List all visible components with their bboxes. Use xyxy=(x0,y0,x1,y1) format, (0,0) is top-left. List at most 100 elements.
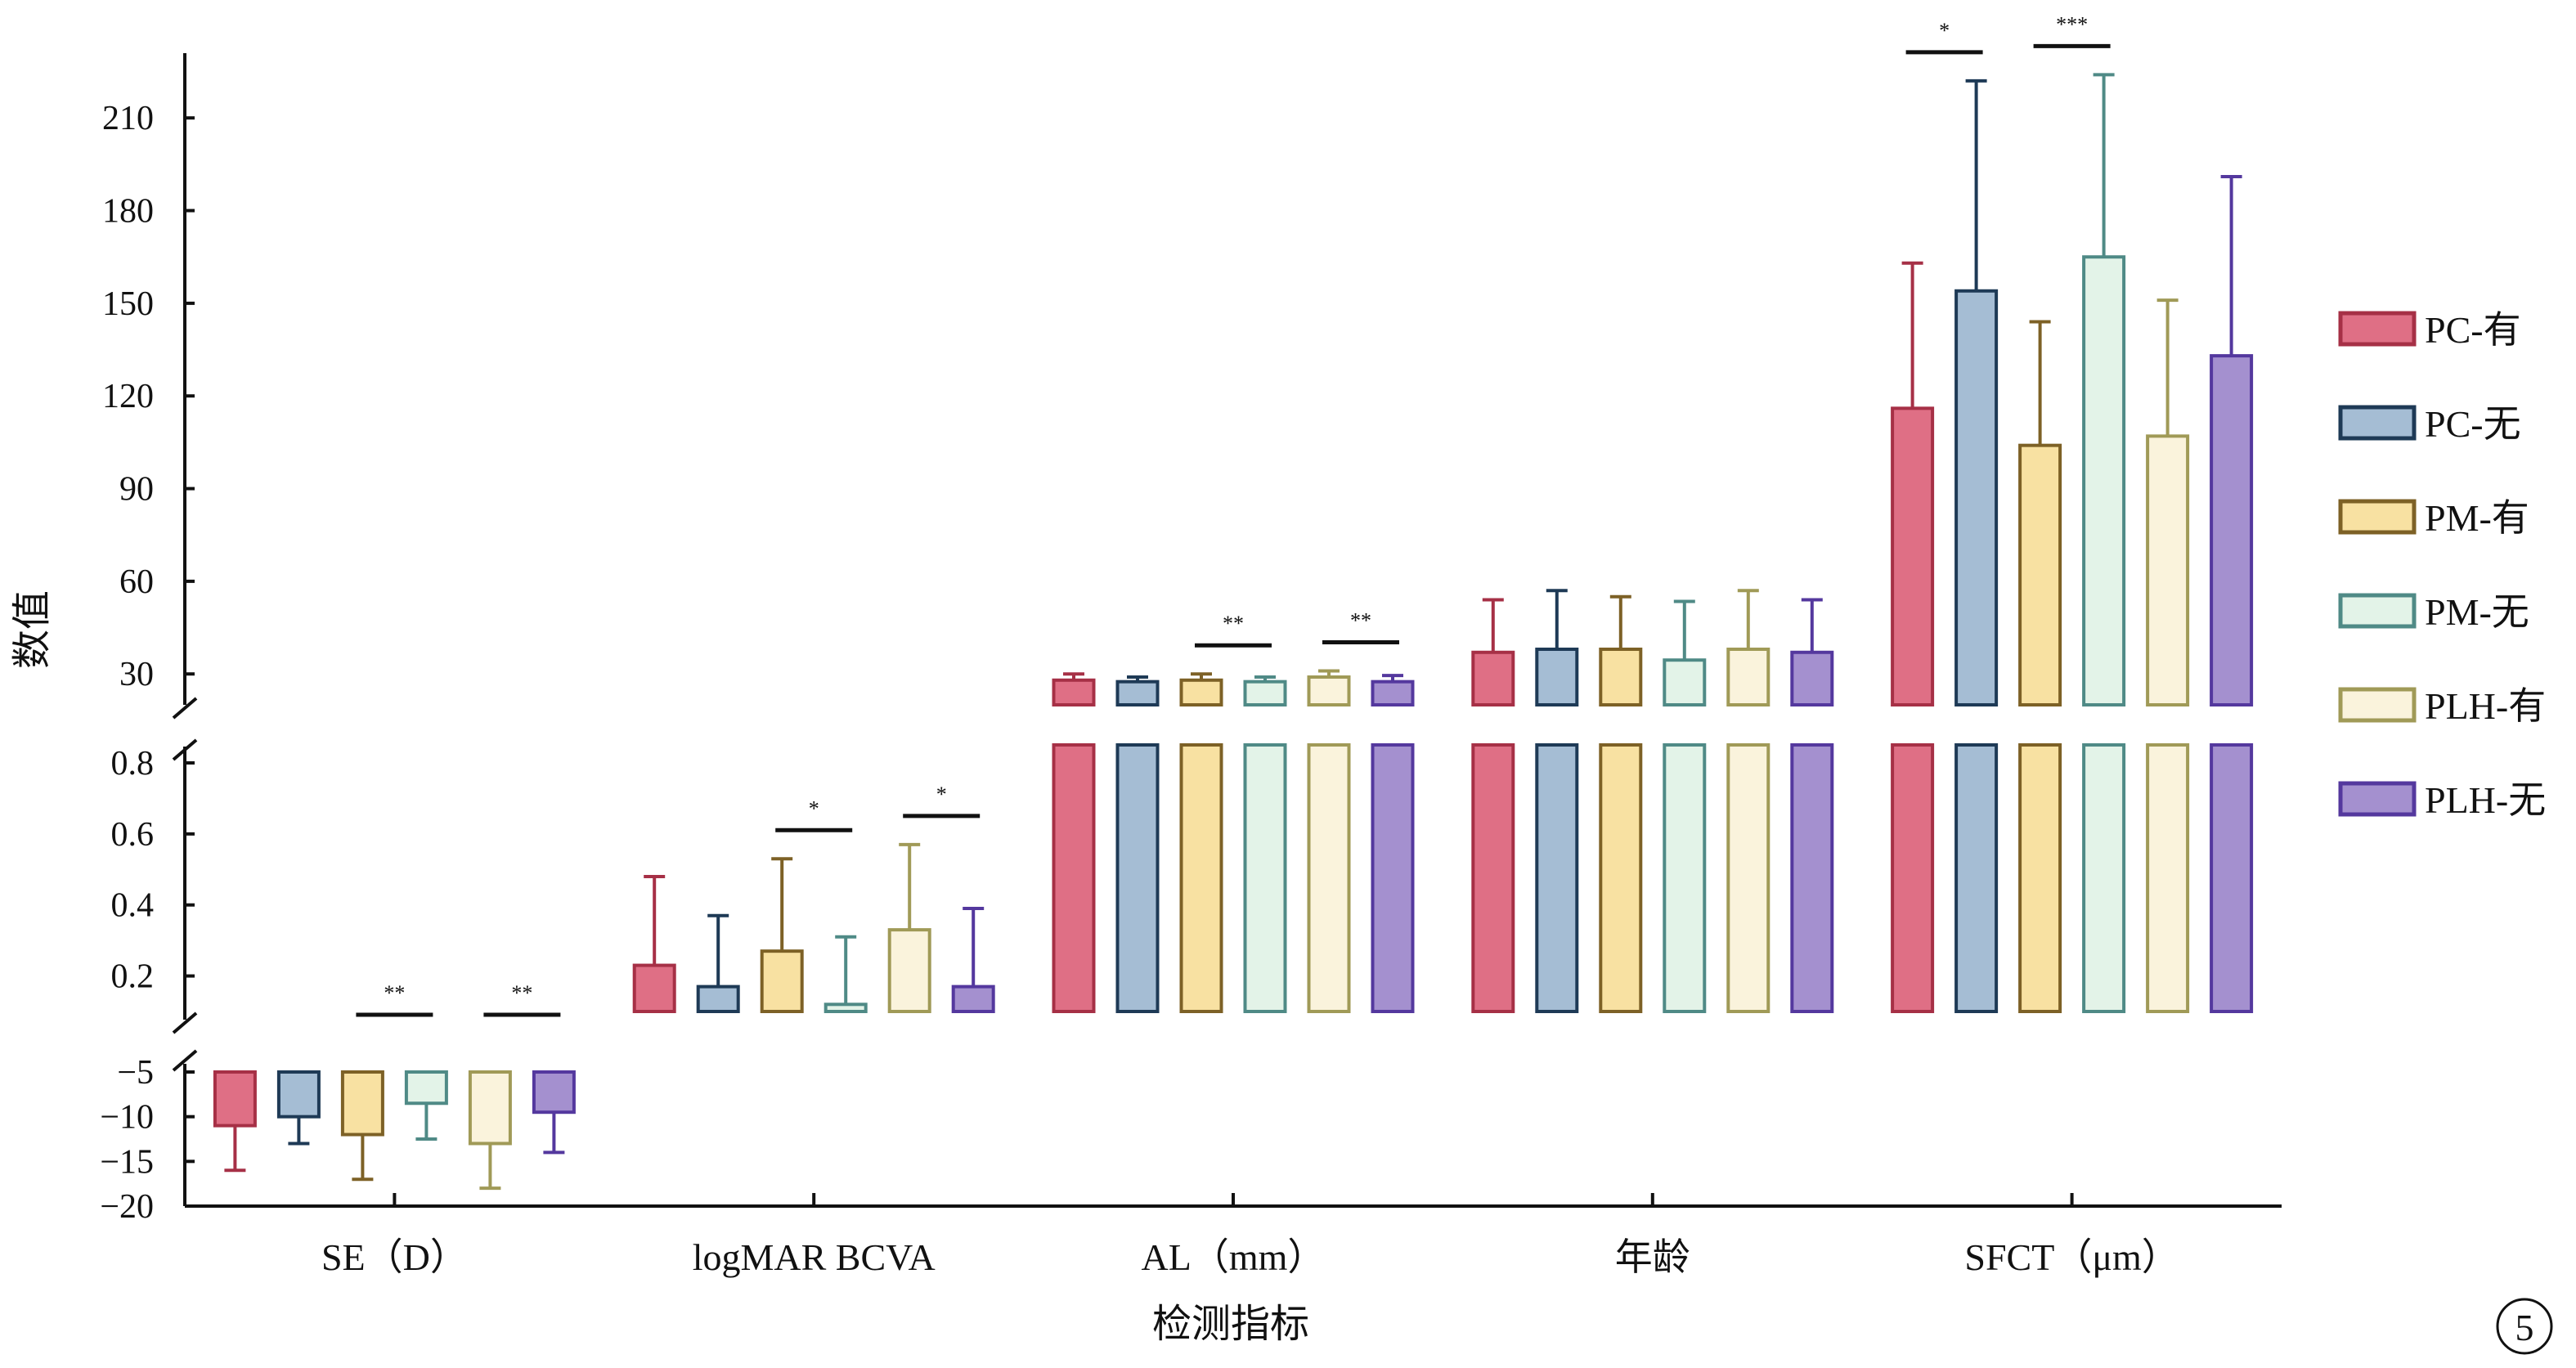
bar xyxy=(213,1070,257,1128)
legend-label: PM-无 xyxy=(2425,591,2529,633)
bar-continuation xyxy=(1954,743,1999,1013)
legend-swatch xyxy=(2338,687,2417,723)
y-tick-label: −20 xyxy=(100,1188,154,1226)
bar xyxy=(1790,650,1834,706)
legend-swatch xyxy=(2338,499,2417,535)
legend-swatch xyxy=(2338,311,2417,347)
bar-continuation xyxy=(1371,743,1415,1013)
legend-swatch xyxy=(2338,593,2417,629)
bar-continuation xyxy=(2082,743,2126,1013)
bar-continuation xyxy=(2146,743,2190,1013)
bar xyxy=(824,1002,868,1014)
axis-break-mark xyxy=(172,1011,198,1034)
bar-continuation xyxy=(1115,743,1160,1013)
bar xyxy=(404,1070,448,1106)
y-axis-title: 数值 xyxy=(11,590,54,669)
bar xyxy=(2146,434,2190,706)
x-tick-label: SE（D） xyxy=(321,1236,468,1278)
y-tick-label: 0.2 xyxy=(111,958,155,996)
error-bars xyxy=(224,73,2242,1191)
y-tick-label: 30 xyxy=(119,656,154,693)
bar-continuation xyxy=(1891,743,1935,1013)
x-tick-label: AL（mm） xyxy=(1142,1236,1326,1278)
significance-label: ** xyxy=(1350,608,1371,632)
legend-label: PLH-无 xyxy=(2425,779,2546,821)
legend-label: PC-无 xyxy=(2425,403,2521,445)
legend-label: PM-有 xyxy=(2425,497,2529,539)
bar xyxy=(1599,648,1643,706)
y-tick-label: 150 xyxy=(102,285,154,323)
legend-swatch xyxy=(2338,781,2417,817)
bar-continuation xyxy=(1243,743,1287,1013)
bar xyxy=(1307,675,1351,706)
bar xyxy=(2018,443,2062,707)
y-tick-label: 180 xyxy=(102,193,154,231)
legend-swatch xyxy=(2338,405,2417,441)
x-tick-label: logMAR BCVA xyxy=(693,1236,936,1278)
bar xyxy=(1954,289,1999,706)
y-tick-label: −5 xyxy=(117,1054,154,1092)
y-tick-label: 0.8 xyxy=(111,745,155,783)
bar-continuation xyxy=(1790,743,1834,1013)
panel-label: 5 xyxy=(2515,1307,2534,1348)
bar xyxy=(696,985,740,1013)
bar-continuation xyxy=(1179,743,1223,1013)
bar xyxy=(1471,650,1515,706)
axes: −5 −10 −15 −20 0.2 0.4 0.6 0.8 30 60 90 120 150 180 21… xyxy=(100,53,2282,1278)
significance-label: ** xyxy=(1223,612,1244,635)
axis-break-mark xyxy=(172,738,198,761)
panel-label-circle xyxy=(2496,1298,2553,1355)
bar xyxy=(1891,406,1935,706)
bar xyxy=(951,985,995,1013)
bar xyxy=(1535,648,1579,706)
significance-label: *** xyxy=(2056,12,2088,36)
x-tick-label: 年龄 xyxy=(1615,1236,1690,1278)
bar xyxy=(1115,680,1160,707)
axis-break-mark xyxy=(172,697,198,720)
bar xyxy=(1726,648,1770,706)
significance-label: ** xyxy=(511,981,532,1005)
bar-continuation xyxy=(2018,743,2062,1013)
bar xyxy=(632,963,676,1013)
x-tick-label: SFCT（μm） xyxy=(1964,1236,2179,1278)
bars xyxy=(213,255,2254,1146)
legend-label: PLH-有 xyxy=(2425,685,2546,727)
y-tick-label: 210 xyxy=(102,100,154,137)
bar xyxy=(276,1070,321,1119)
bar xyxy=(1052,678,1096,706)
bar-continuation xyxy=(1307,743,1351,1013)
significance-label: * xyxy=(1939,19,1950,43)
significance-label: * xyxy=(809,796,819,820)
y-tick-label: 0.6 xyxy=(111,816,155,854)
significance-markers: ** ****** *** *** xyxy=(356,12,2111,1017)
y-tick-label: 120 xyxy=(102,378,154,415)
bar xyxy=(760,949,804,1013)
bar-continuation xyxy=(1471,743,1515,1013)
y-tick-label: 90 xyxy=(119,471,154,509)
bar xyxy=(1243,680,1287,707)
y-tick-label: −15 xyxy=(100,1143,154,1181)
x-axis-title: 检测指标 xyxy=(1152,1303,1309,1346)
y-tick-label: 60 xyxy=(119,563,154,601)
legend: PC-有 PC-无 PM-有 PM-无 PLH-有 PLH-无 xyxy=(2338,309,2546,821)
significance-label: * xyxy=(936,783,947,806)
bar xyxy=(532,1070,576,1115)
bar xyxy=(1371,680,1415,707)
bar xyxy=(2210,354,2254,706)
bar xyxy=(468,1070,512,1146)
bar xyxy=(1179,678,1223,706)
legend-label: PC-有 xyxy=(2425,309,2521,351)
bar xyxy=(2082,255,2126,706)
bar-continuation xyxy=(1052,743,1096,1013)
bar-continuation xyxy=(1599,743,1643,1013)
bar xyxy=(340,1070,384,1137)
bar-continuation xyxy=(1663,743,1707,1013)
bar xyxy=(887,928,931,1013)
bar-continuation xyxy=(1726,743,1770,1013)
y-tick-label: −10 xyxy=(100,1099,154,1137)
bar-continuation xyxy=(1535,743,1579,1013)
bar-continuation xyxy=(2210,743,2254,1013)
axis-break-mark xyxy=(172,1049,198,1072)
y-tick-label: 0.4 xyxy=(111,887,155,925)
